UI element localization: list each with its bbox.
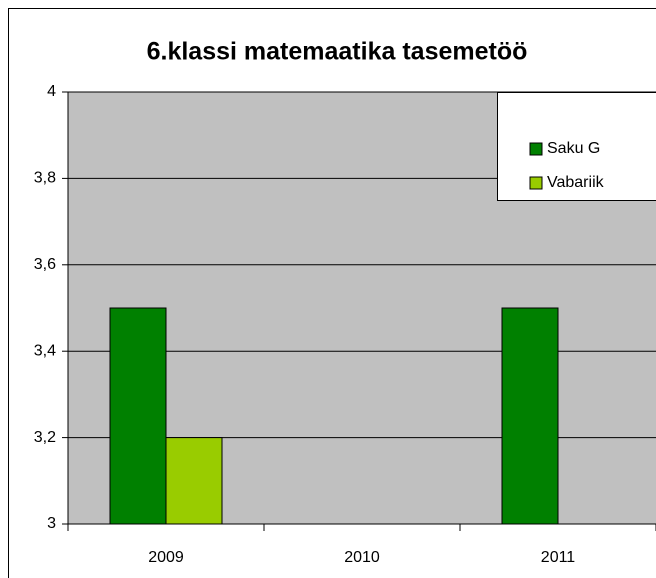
y-tick-label: 3,8 <box>34 170 56 187</box>
bar <box>165 437 223 525</box>
y-tick-label: 4 <box>47 83 56 100</box>
y-tick-label: 3,6 <box>34 256 56 273</box>
y-tick-label: 3,2 <box>34 429 56 446</box>
legend-swatch <box>529 142 543 156</box>
legend-label: Saku G <box>547 140 600 157</box>
legend-swatch <box>529 176 543 190</box>
bar <box>109 307 167 525</box>
y-tick-label: 3,4 <box>34 342 56 359</box>
x-tick-label: 2010 <box>344 549 380 566</box>
chart-title: 6.klassi matemaatika tasemetöö <box>147 38 528 66</box>
y-tick-label: 3 <box>47 515 56 532</box>
x-tick-label: 2011 <box>541 549 576 566</box>
legend-label: Vabariik <box>547 174 605 191</box>
x-tick-label: 2009 <box>148 549 184 566</box>
bar <box>501 307 559 525</box>
legend-box <box>497 92 656 201</box>
